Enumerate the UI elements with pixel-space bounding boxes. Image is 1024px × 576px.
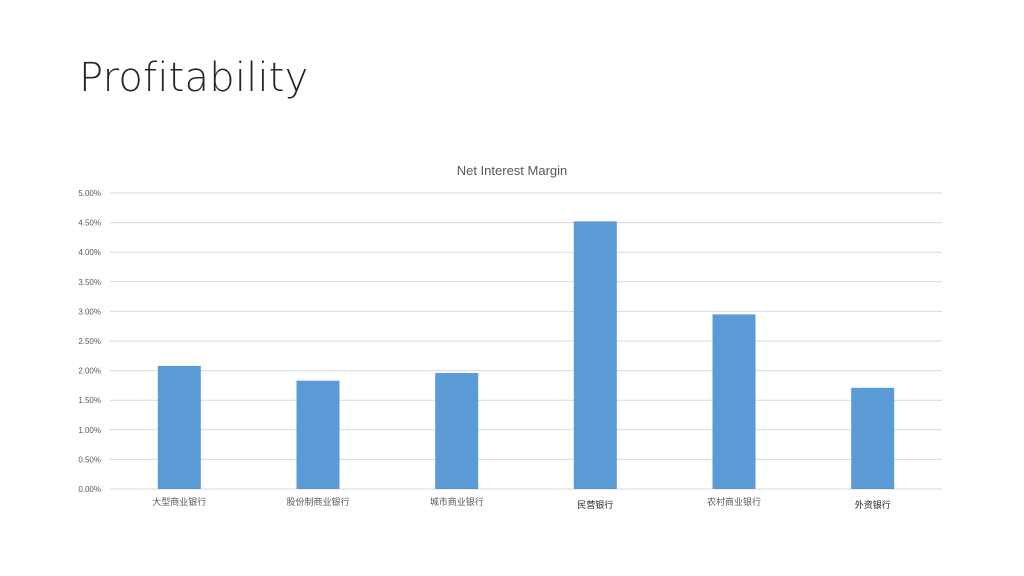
y-tick-label: 5.00%	[78, 189, 101, 198]
y-tick-label: 0.50%	[78, 455, 101, 464]
x-axis-category-labels: 大型商业银行 股份制商业银行 城市商业银行 民营银行 农村商业银行 外资银行	[152, 496, 890, 511]
y-tick-label: 4.50%	[78, 219, 101, 228]
x-category-label: 股份制商业银行	[286, 496, 349, 508]
y-tick-label: 3.00%	[78, 307, 101, 316]
x-category-label: 大型商业银行	[152, 496, 206, 508]
y-tick-label: 1.00%	[78, 426, 101, 435]
bar	[851, 387, 895, 489]
bar	[573, 221, 617, 489]
bar	[435, 373, 479, 489]
gridlines	[110, 192, 942, 490]
x-category-label: 外资银行	[855, 499, 891, 511]
y-tick-label: 1.50%	[78, 396, 101, 405]
bars	[157, 221, 895, 489]
slide-title: Profitability	[79, 55, 309, 101]
x-category-label: 农村商业银行	[707, 496, 761, 508]
y-tick-label: 2.50%	[78, 337, 101, 346]
bar	[712, 314, 756, 489]
bar	[296, 380, 340, 489]
chart-title: Net Interest Margin	[457, 163, 568, 178]
x-category-label: 民营银行	[577, 499, 613, 511]
y-tick-label: 0.00%	[78, 485, 101, 494]
bar	[157, 365, 201, 489]
y-tick-label: 3.50%	[78, 278, 101, 287]
x-category-label: 城市商业银行	[430, 496, 484, 508]
y-axis-tick-labels: 0.00% 0.50% 1.00% 1.50% 2.00% 2.50% 3.00% 3.50%…	[78, 189, 101, 494]
y-tick-label: 2.00%	[78, 367, 101, 376]
y-tick-label: 4.00%	[78, 248, 101, 257]
